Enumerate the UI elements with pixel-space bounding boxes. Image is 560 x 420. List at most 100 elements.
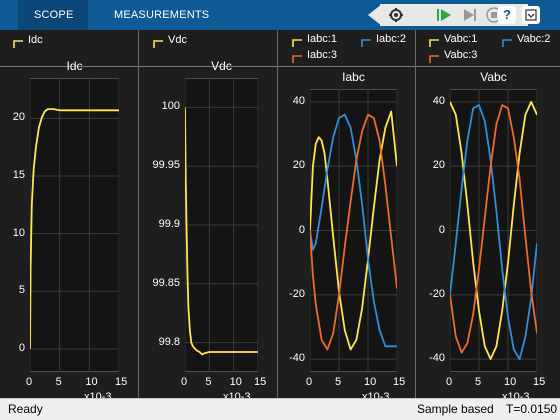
legend-label: Idc xyxy=(28,34,43,46)
legend-label: Iabc:1 xyxy=(307,33,337,45)
x-tick-label: 5 xyxy=(475,376,482,388)
status-bar: Ready Sample based T=0.0150 xyxy=(0,398,560,420)
legend-divider xyxy=(0,66,138,67)
legend-item-iabc-1[interactable]: Iabc:1 xyxy=(287,33,355,49)
y-tick-label: 100 xyxy=(161,100,180,113)
scope-display: Idc Idc 0 5 10 15 0 5 10 15 20 x10-3 Vdc Vdc 0 5 10 15 99.… xyxy=(0,30,560,403)
series-line-vdc xyxy=(185,107,258,356)
y-tick-label: 5 xyxy=(18,284,25,297)
y-tick-label: -20 xyxy=(289,287,305,300)
y-tick-label: -40 xyxy=(289,352,305,365)
y-tick-label: 40 xyxy=(292,94,305,107)
y-tick-label: 15 xyxy=(12,169,25,181)
plot-title: Vabc xyxy=(480,70,507,84)
panel-divider[interactable] xyxy=(138,30,139,398)
tab-measurements[interactable]: MEASUREMENTS xyxy=(114,0,209,30)
legend-line-icon xyxy=(502,39,512,47)
axes-vabc[interactable] xyxy=(450,89,537,372)
legend-line-icon xyxy=(429,55,439,63)
plot-title: Vdc xyxy=(211,59,232,73)
panel-divider[interactable] xyxy=(277,30,278,398)
y-tick-label: 0 xyxy=(298,223,305,236)
y-tick-label: 20 xyxy=(12,111,25,124)
toolstrip: SCOPE MEASUREMENTS ? xyxy=(0,0,560,30)
legend-label: Iabc:2 xyxy=(376,33,406,45)
legend-line-icon xyxy=(429,39,439,47)
legend-item-iabc-2[interactable]: Iabc:2 xyxy=(356,33,424,49)
y-tick-label: 20 xyxy=(432,159,445,172)
x-tick-label: 5 xyxy=(55,376,62,388)
y-tick-label: 99.95 xyxy=(152,159,180,172)
scope-panel-vabc[interactable]: Vabc:1 Vabc:2 Vabc:3 Vabc 0 5 10 15 -40 -20 0 20 40 x… xyxy=(416,30,560,403)
x-tick-label: 15 xyxy=(115,376,128,388)
axes-background xyxy=(30,78,119,372)
legend-item-vabc-1[interactable]: Vabc:1 xyxy=(424,33,492,49)
legend-line-icon xyxy=(361,39,371,47)
legend-line-icon xyxy=(13,40,23,48)
y-tick-label: 0 xyxy=(18,341,25,354)
y-tick-label: 20 xyxy=(292,159,305,172)
scope-panel-iabc[interactable]: Iabc:1 Iabc:2 Iabc:3 Iabc 0 5 10 15 -40 -20 0 20 40 x… xyxy=(278,30,415,403)
x-tick-label: 5 xyxy=(205,376,212,388)
scope-panel-vdc[interactable]: Vdc Vdc 0 5 10 15 99.8 99.85 99.9 99.95 100 x10-3 xyxy=(139,30,277,403)
series-line-idc xyxy=(30,108,119,349)
tab-measurements-label: MEASUREMENTS xyxy=(114,9,210,21)
legend-divider xyxy=(278,66,415,67)
y-tick-label: 99.9 xyxy=(158,218,180,230)
x-tick-label: 10 xyxy=(85,376,98,388)
legend-item-iabc-3[interactable]: Iabc:3 xyxy=(287,49,355,65)
y-tick-label: -40 xyxy=(429,352,445,365)
axes-iabc[interactable] xyxy=(310,89,397,372)
legend-item-idc[interactable]: Idc xyxy=(8,34,76,50)
y-tick-label: 10 xyxy=(12,226,25,239)
plot-title: Iabc xyxy=(342,70,365,84)
status-time: T=0.0150 xyxy=(506,402,558,416)
panel-divider[interactable] xyxy=(415,30,416,398)
legend-line-icon xyxy=(292,39,302,47)
help-button[interactable]: ? xyxy=(498,6,516,24)
run-icon[interactable] xyxy=(436,7,452,23)
x-tick-label: 0 xyxy=(26,376,33,388)
quick-access-arrow xyxy=(368,4,382,26)
series-line-vabc-3 xyxy=(450,104,537,354)
legend-label: Vabc:3 xyxy=(444,49,478,61)
legend-label: Iabc:3 xyxy=(307,49,337,61)
axes-idc[interactable] xyxy=(30,78,119,372)
legend-item-vabc-3[interactable]: Vabc:3 xyxy=(424,49,492,65)
x-tick-label: 10 xyxy=(229,376,242,388)
x-tick-label: 5 xyxy=(335,376,342,388)
x-tick-label: 0 xyxy=(446,376,453,388)
legend-divider xyxy=(139,66,277,67)
x-tick-label: 10 xyxy=(504,376,517,388)
step-forward-icon[interactable] xyxy=(462,7,478,23)
series-line-vabc-1 xyxy=(450,100,537,361)
x-tick-label: 0 xyxy=(181,376,188,388)
scope-panel-idc[interactable]: Idc Idc 0 5 10 15 0 5 10 15 20 x10-3 xyxy=(0,30,138,403)
x-tick-label: 15 xyxy=(393,376,406,388)
axes-vdc[interactable] xyxy=(185,78,258,372)
y-tick-label: 99.8 xyxy=(158,335,180,348)
x-tick-label: 10 xyxy=(364,376,377,388)
series-line-iabc-3 xyxy=(310,113,397,351)
series-line-iabc-2 xyxy=(310,113,397,348)
status-mode: Sample based xyxy=(417,402,494,416)
series-line-vabc-2 xyxy=(450,104,537,361)
legend-divider xyxy=(416,66,560,67)
collapse-toolstrip-button[interactable] xyxy=(522,6,540,24)
y-tick-label: 40 xyxy=(432,94,445,107)
y-tick-label: -20 xyxy=(429,287,445,300)
series-line-iabc-1 xyxy=(310,110,397,351)
legend-item-vdc[interactable]: Vdc xyxy=(148,34,216,50)
x-tick-label: 15 xyxy=(533,376,546,388)
tab-scope[interactable]: SCOPE xyxy=(18,0,88,30)
legend-label: Vabc:1 xyxy=(444,33,478,45)
status-ready: Ready xyxy=(8,402,43,416)
legend-label: Vabc:2 xyxy=(517,33,551,45)
x-tick-label: 0 xyxy=(306,376,313,388)
y-tick-label: 0 xyxy=(438,223,445,236)
collapse-icon xyxy=(525,9,537,21)
plot-title: Idc xyxy=(66,59,83,73)
legend-line-icon xyxy=(292,55,302,63)
settings-icon[interactable] xyxy=(388,7,404,23)
legend-item-vabc-2[interactable]: Vabc:2 xyxy=(497,33,560,49)
